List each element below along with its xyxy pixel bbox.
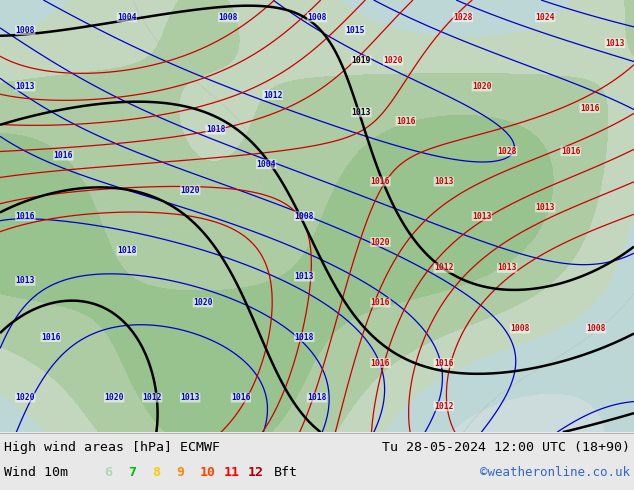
Text: 1018: 1018 xyxy=(206,125,225,134)
Text: 1016: 1016 xyxy=(371,298,390,307)
Text: 1016: 1016 xyxy=(371,177,390,186)
Text: 9: 9 xyxy=(176,466,184,479)
Text: 1004: 1004 xyxy=(117,13,136,22)
Text: 1028: 1028 xyxy=(498,147,517,156)
Text: 1020: 1020 xyxy=(384,56,403,65)
Text: 1013: 1013 xyxy=(16,276,35,285)
Text: 1004: 1004 xyxy=(257,160,276,169)
Text: 7: 7 xyxy=(128,466,136,479)
Text: 8: 8 xyxy=(152,466,160,479)
Text: 1013: 1013 xyxy=(605,39,624,48)
Text: 6: 6 xyxy=(104,466,112,479)
Text: Tu 28-05-2024 12:00 UTC (18+90): Tu 28-05-2024 12:00 UTC (18+90) xyxy=(382,441,630,454)
Text: 1016: 1016 xyxy=(231,393,250,402)
Text: 1013: 1013 xyxy=(295,272,314,281)
Text: 1016: 1016 xyxy=(561,147,580,156)
Text: 10: 10 xyxy=(200,466,216,479)
Text: 1008: 1008 xyxy=(16,26,35,35)
Text: 1020: 1020 xyxy=(193,298,212,307)
Text: 1016: 1016 xyxy=(396,117,415,125)
Text: 1013: 1013 xyxy=(498,264,517,272)
Text: 1024: 1024 xyxy=(536,13,555,22)
Text: 1016: 1016 xyxy=(16,212,35,220)
Text: 1013: 1013 xyxy=(472,212,491,220)
Text: 1020: 1020 xyxy=(371,238,390,246)
Text: 1015: 1015 xyxy=(346,26,365,35)
Text: 12: 12 xyxy=(248,466,264,479)
Text: 1016: 1016 xyxy=(41,333,60,342)
Text: 1008: 1008 xyxy=(510,324,529,333)
Text: 1016: 1016 xyxy=(54,151,73,160)
Text: 1013: 1013 xyxy=(181,393,200,402)
Text: ©weatheronline.co.uk: ©weatheronline.co.uk xyxy=(480,466,630,479)
Text: 11: 11 xyxy=(224,466,240,479)
Text: 1020: 1020 xyxy=(472,82,491,91)
Text: 1016: 1016 xyxy=(580,103,599,113)
Text: 1013: 1013 xyxy=(434,177,453,186)
Text: 1013: 1013 xyxy=(352,108,371,117)
Text: 1008: 1008 xyxy=(586,324,605,333)
Text: 1012: 1012 xyxy=(434,402,453,411)
Text: 1008: 1008 xyxy=(295,212,314,220)
Text: 1020: 1020 xyxy=(105,393,124,402)
Text: 1019: 1019 xyxy=(352,56,371,65)
Text: 1013: 1013 xyxy=(16,82,35,91)
Text: 1016: 1016 xyxy=(434,359,453,368)
Text: 1008: 1008 xyxy=(307,13,327,22)
Text: 1013: 1013 xyxy=(536,203,555,212)
Text: 1008: 1008 xyxy=(219,13,238,22)
Text: Bft: Bft xyxy=(274,466,298,479)
Text: 1020: 1020 xyxy=(181,186,200,195)
Text: 1012: 1012 xyxy=(434,264,453,272)
Text: 1018: 1018 xyxy=(117,246,136,255)
Text: 1016: 1016 xyxy=(371,359,390,368)
Text: 1012: 1012 xyxy=(143,393,162,402)
Text: Wind 10m: Wind 10m xyxy=(4,466,68,479)
Text: 1018: 1018 xyxy=(307,393,327,402)
Text: 1020: 1020 xyxy=(16,393,35,402)
Text: 1028: 1028 xyxy=(453,13,472,22)
Text: 1018: 1018 xyxy=(295,333,314,342)
Text: 1012: 1012 xyxy=(263,91,282,99)
Text: High wind areas [hPa] ECMWF: High wind areas [hPa] ECMWF xyxy=(4,441,220,454)
